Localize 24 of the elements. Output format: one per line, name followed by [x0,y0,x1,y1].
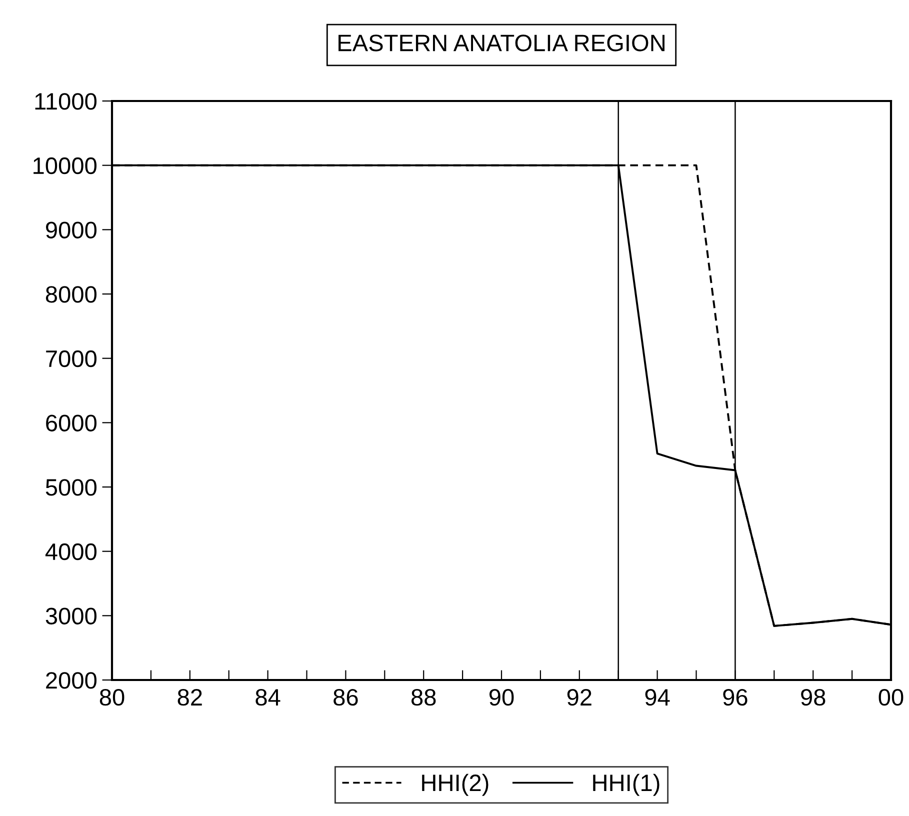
x-tick-label: 90 [489,688,514,706]
x-tick-label: 88 [411,688,436,706]
legend-label: HHI(1) [593,774,660,796]
y-tick-label: 9000 [46,222,96,238]
x-tick-label: 92 [567,688,592,706]
x-tick-label: 94 [645,688,670,706]
x-tick-label: 82 [178,688,202,706]
x-tick-label: 86 [334,688,358,706]
x-tick-label: 96 [723,688,748,706]
x-tick-label: 84 [256,688,280,706]
x-tick-label: 00 [878,688,904,706]
y-tick-label: 7000 [46,350,96,368]
legend-label: HHI(2) [422,774,488,796]
y-tick-label: 5000 [46,479,96,496]
y-tick-label: 8000 [46,286,96,303]
y-tick-label: 4000 [45,543,96,560]
x-tick-label: 98 [801,688,826,706]
y-tick-label: 10000 [34,157,96,174]
x-tick-label: 80 [100,688,124,706]
y-tick-label: 3000 [46,608,96,624]
y-tick-label: 2000 [46,672,96,689]
y-tick-label: 6000 [46,414,96,432]
chart-title: EASTERN ANATOLIA REGION [338,34,664,52]
y-tick-label: 11000 [35,93,96,110]
